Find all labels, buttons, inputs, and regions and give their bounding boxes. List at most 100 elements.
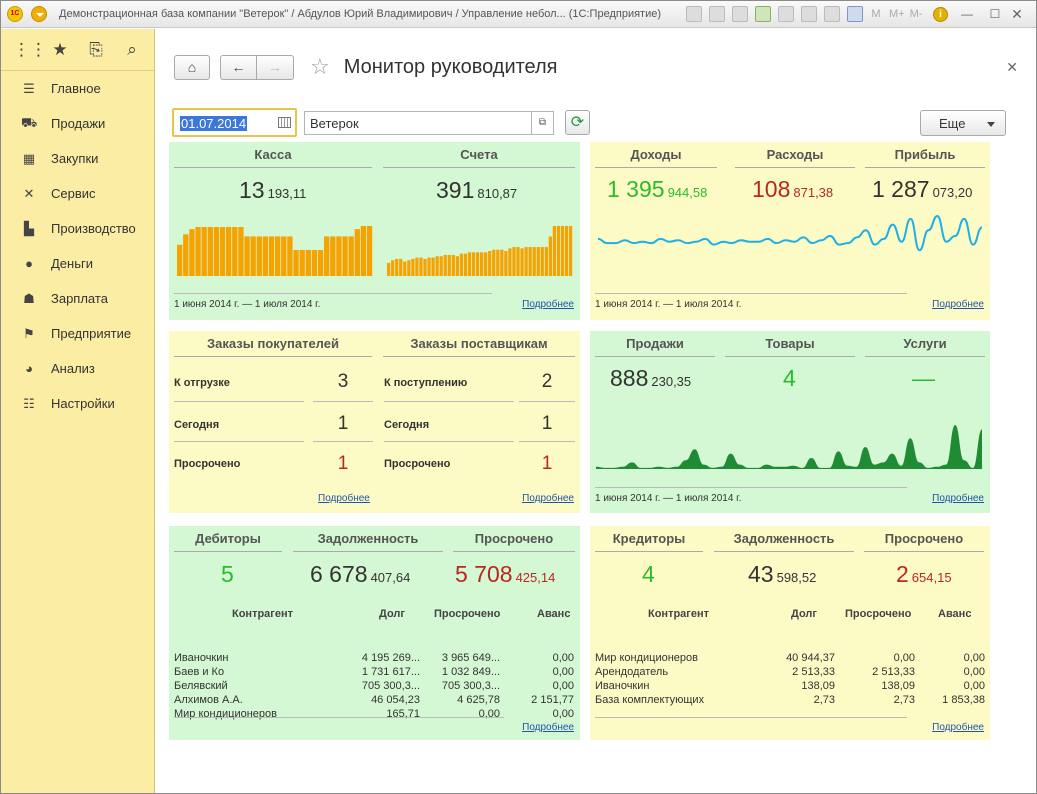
- favorite-star-icon[interactable]: ☆: [310, 54, 330, 79]
- m-plus-button[interactable]: M+: [889, 8, 905, 20]
- sidebar-item-sales[interactable]: ⛟ Продажи: [1, 106, 154, 141]
- search-icon[interactable]: ⌕: [127, 39, 137, 59]
- accounts-bar: [484, 252, 488, 276]
- debtors-cell: 0,00: [552, 680, 574, 692]
- organization-field[interactable]: Ветерок ⧉: [304, 111, 554, 135]
- preview-icon[interactable]: [732, 6, 748, 22]
- order-row-label: Сегодня: [174, 419, 220, 431]
- sidebar-item-money[interactable]: ● Деньги: [1, 246, 154, 281]
- calculator-icon[interactable]: [801, 6, 817, 22]
- goods-value[interactable]: 4: [783, 365, 796, 392]
- kassa-bar: [226, 227, 232, 276]
- m-button[interactable]: M: [871, 8, 881, 20]
- accounts-bar: [399, 258, 403, 276]
- settings-icon: ☷: [23, 395, 35, 411]
- accounts-bar: [524, 247, 528, 276]
- flag-icon: ⚑: [23, 325, 35, 341]
- sales-details-link[interactable]: Подробнее: [932, 493, 984, 504]
- creditors-cell: 40 944,37: [786, 652, 835, 664]
- accounts-bar: [512, 247, 516, 276]
- sidebar-item-label: Закупки: [51, 151, 99, 166]
- today-value[interactable]: 1: [541, 413, 553, 434]
- creditors-count[interactable]: 4: [642, 561, 655, 588]
- kassa-value: 13 193,11: [239, 177, 306, 204]
- history-icon[interactable]: ⎘: [89, 39, 103, 59]
- compare-icon[interactable]: [847, 6, 863, 22]
- calendar-icon[interactable]: [278, 117, 291, 128]
- sidebar-item-purchases[interactable]: ▦ Закупки: [1, 141, 154, 176]
- creditors-cell: 138,09: [801, 680, 835, 692]
- overdue-frac: 425,14: [515, 570, 556, 585]
- orders-panel: Заказы покупателей Заказы поставщикам К …: [169, 331, 580, 513]
- accounts-bar: [419, 257, 423, 276]
- open-icon[interactable]: ⧉: [531, 112, 553, 134]
- debtors-count-value: 5: [221, 561, 234, 587]
- print-icon[interactable]: [709, 6, 725, 22]
- ruble-icon: ●: [25, 256, 33, 271]
- debtors-count[interactable]: 5: [221, 561, 234, 588]
- home-button[interactable]: ⌂: [174, 54, 210, 80]
- close-icon[interactable]: ✕: [1006, 59, 1018, 75]
- sidebar-item-production[interactable]: ▙ Производство: [1, 211, 154, 246]
- accounts-bar: [431, 257, 435, 276]
- main-menu-button[interactable]: [31, 6, 47, 22]
- m-minus-button[interactable]: M-: [909, 8, 923, 20]
- kassa-bar: [219, 227, 226, 276]
- kassa-bar: [207, 227, 213, 276]
- today-value[interactable]: 1: [337, 413, 349, 434]
- kassa-bar: [195, 227, 201, 276]
- overdue-value[interactable]: 1: [337, 453, 349, 474]
- column-header: Просрочено: [845, 608, 912, 620]
- accounts-value: 391 810,87: [436, 177, 517, 204]
- sidebar-item-salary[interactable]: ☗ Зарплата: [1, 281, 154, 316]
- more-button[interactable]: Еще: [920, 110, 1006, 136]
- finance-details-link[interactable]: Подробнее: [932, 299, 984, 310]
- accounts-bar: [427, 257, 431, 276]
- window-title: Демонстрационная база компании "Ветерок"…: [59, 8, 662, 20]
- to-receive-value[interactable]: 2: [541, 371, 553, 392]
- refresh-button[interactable]: ⟳: [565, 110, 590, 135]
- copy-icon[interactable]: [686, 6, 702, 22]
- credit-overdue-title: Просрочено: [864, 526, 984, 552]
- forward-button[interactable]: →: [257, 54, 294, 80]
- creditors-details-link[interactable]: Подробнее: [932, 722, 984, 733]
- accounts-bar: [540, 247, 544, 276]
- page-title: Монитор руководителя: [343, 55, 558, 78]
- services-title: Услуги: [865, 331, 985, 357]
- date-field[interactable]: 01.07.2014: [172, 108, 297, 137]
- creditors-title: Кредиторы: [595, 526, 703, 552]
- accounts-bar: [528, 247, 532, 276]
- apps-icon[interactable]: ⋮⋮: [13, 39, 47, 59]
- sidebar-item-service[interactable]: ✕ Сервис: [1, 176, 154, 211]
- creditors-cell: Иваночкин: [595, 680, 650, 692]
- kassa-bar: [354, 229, 360, 277]
- overdue-value: 5 708 425,14: [455, 561, 555, 588]
- credit-debt-value: 43 598,52: [748, 561, 816, 588]
- sidebar-item-settings[interactable]: ☷ Настройки: [1, 386, 154, 421]
- info-icon[interactable]: i: [933, 6, 948, 22]
- supplier-orders-details-link[interactable]: Подробнее: [522, 493, 574, 504]
- overdue-value[interactable]: 1: [541, 453, 553, 474]
- creditors-count-value: 4: [642, 561, 655, 587]
- debtors-details-link[interactable]: Подробнее: [522, 722, 574, 733]
- services-value[interactable]: —: [912, 365, 935, 392]
- cash-details-link[interactable]: Подробнее: [522, 299, 574, 310]
- link-icon[interactable]: [778, 6, 794, 22]
- star-icon[interactable]: ★: [52, 39, 68, 59]
- order-row-label: Сегодня: [384, 419, 430, 431]
- sidebar-item-label: Продажи: [51, 116, 106, 131]
- sidebar-item-enterprise[interactable]: ⚑ Предприятие: [1, 316, 154, 351]
- back-button[interactable]: ←: [220, 54, 257, 80]
- calendar-icon[interactable]: [824, 6, 840, 22]
- favorites-icon[interactable]: [755, 6, 771, 22]
- sales-title: Продажи: [595, 331, 715, 357]
- sidebar-item-analysis[interactable]: ◕ Анализ: [1, 351, 154, 386]
- maximize-button[interactable]: ☐: [989, 7, 1001, 21]
- customer-orders-details-link[interactable]: Подробнее: [318, 493, 370, 504]
- income-int: 1 395: [607, 176, 665, 202]
- sidebar-item-main[interactable]: ☰ Главное: [1, 71, 154, 106]
- close-window-button[interactable]: ✕: [1011, 5, 1023, 22]
- to-ship-value[interactable]: 3: [337, 371, 349, 392]
- sidebar: ⋮⋮ ★ ⎘ ⌕ ☰ Главное ⛟ Продажи ▦ Закупки ✕ Сер…: [1, 29, 155, 793]
- minimize-button[interactable]: —: [961, 7, 973, 21]
